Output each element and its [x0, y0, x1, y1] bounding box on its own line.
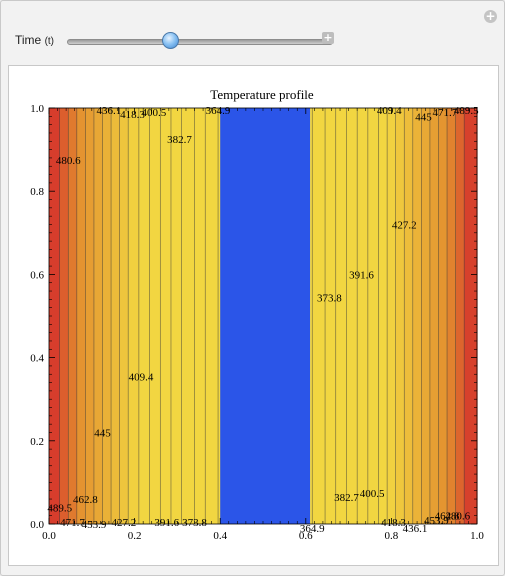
- time-label-text: Time: [15, 33, 42, 47]
- temperature-band: [59, 108, 69, 524]
- temperature-band: [218, 108, 221, 524]
- contour-label: 391.6: [349, 269, 374, 281]
- contour-label: 489.5: [47, 502, 72, 514]
- x-tick-label: 0.4: [213, 530, 227, 542]
- temperature-band: [149, 108, 161, 524]
- temperature-band: [387, 108, 397, 524]
- temperature-band: [85, 108, 95, 524]
- y-tick-label: 1.0: [30, 103, 44, 115]
- temperature-band: [346, 108, 358, 524]
- time-control: Time (t) +: [15, 31, 345, 51]
- x-tick-label: 1.0: [470, 530, 484, 542]
- temperature-band: [111, 108, 121, 524]
- temperature-band: [438, 108, 448, 524]
- y-tick-label: 0.4: [30, 353, 44, 365]
- temperature-band: [128, 108, 140, 524]
- slider-options-button[interactable]: +: [322, 31, 334, 44]
- contour-label: 453.9: [82, 519, 107, 531]
- time-slider-track[interactable]: [67, 39, 333, 45]
- temperature-band: [205, 108, 219, 524]
- x-tick-label: 0.8: [385, 530, 399, 542]
- temperature-band: [102, 108, 112, 524]
- contour-label: 462.8: [73, 494, 98, 506]
- time-slider-label: Time (t): [15, 33, 54, 47]
- y-tick-label: 0.2: [30, 436, 44, 448]
- temperature-band: [429, 108, 440, 524]
- contour-label: 480.6: [56, 155, 81, 167]
- contour-label: 373.8: [317, 292, 342, 304]
- x-tick-label: 0.0: [42, 530, 56, 542]
- temperature-band: [119, 108, 129, 524]
- contour-label: 364.9: [300, 523, 325, 535]
- contour-label: 418.3: [120, 109, 145, 121]
- temperature-band: [325, 108, 337, 524]
- contour-label: 400.5: [360, 488, 385, 500]
- contour-label: 471.7: [60, 517, 85, 529]
- temperature-band: [49, 108, 61, 524]
- contour-label: 382.7: [334, 492, 359, 504]
- time-unit-text: (t): [44, 36, 55, 47]
- contour-label: 427.2: [112, 517, 137, 529]
- temperature-band: [404, 108, 414, 524]
- temperature-band: [395, 108, 405, 524]
- contour-label: 391.6: [154, 517, 179, 529]
- temperature-band: [138, 108, 151, 524]
- contour-label: 400.5: [141, 107, 166, 119]
- contour-label: 427.2: [392, 219, 417, 231]
- contour-label: 364.9: [206, 105, 231, 117]
- contour-label: 409.4: [129, 371, 154, 383]
- x-tick-label: 0.6: [299, 530, 313, 542]
- temperature-band: [412, 108, 422, 524]
- temperature-band: [160, 108, 172, 524]
- temperature-band: [421, 108, 431, 524]
- y-tick-label: 0.0: [30, 519, 44, 531]
- contour-label: 382.7: [167, 134, 192, 146]
- temperature-band: [312, 108, 326, 524]
- temperature-band: [378, 108, 388, 524]
- expand-options-icon[interactable]: +: [484, 9, 497, 23]
- temperature-band: [93, 108, 104, 524]
- contour-label: 436.1: [97, 105, 122, 117]
- contour-label: 445: [94, 427, 111, 439]
- temperature-band: [335, 108, 348, 524]
- plot-frame: Temperature profile 436.1 418.3 400.5 364.9…: [8, 65, 499, 566]
- temperature-band: [76, 108, 86, 524]
- contour-label: 436.1: [403, 523, 428, 535]
- temperature-band: [310, 108, 313, 524]
- cold-region: [220, 108, 311, 524]
- contour-label: 462.8: [435, 511, 460, 523]
- temperature-band: [170, 108, 183, 524]
- contour-label: 489.5: [454, 105, 479, 117]
- temperature-band: [68, 108, 78, 524]
- temperature-band: [181, 108, 196, 524]
- temperature-band: [194, 108, 206, 524]
- contour-label: 445: [415, 111, 432, 123]
- contour-label: 418.3: [381, 517, 406, 529]
- contour-label: 409.4: [377, 105, 402, 117]
- contour-label: 480.6: [445, 511, 470, 523]
- temperature-band: [367, 108, 380, 524]
- time-slider-thumb[interactable]: [161, 32, 179, 49]
- x-tick-label: 0.2: [128, 530, 142, 542]
- temperature-band: [464, 108, 478, 524]
- y-tick-label: 0.8: [30, 186, 44, 198]
- temperature-band: [447, 108, 457, 524]
- temperature-band: [455, 108, 465, 524]
- y-tick-label: 0.6: [30, 269, 44, 281]
- temperature-band: [357, 108, 369, 524]
- chart-title: Temperature profile: [210, 87, 314, 102]
